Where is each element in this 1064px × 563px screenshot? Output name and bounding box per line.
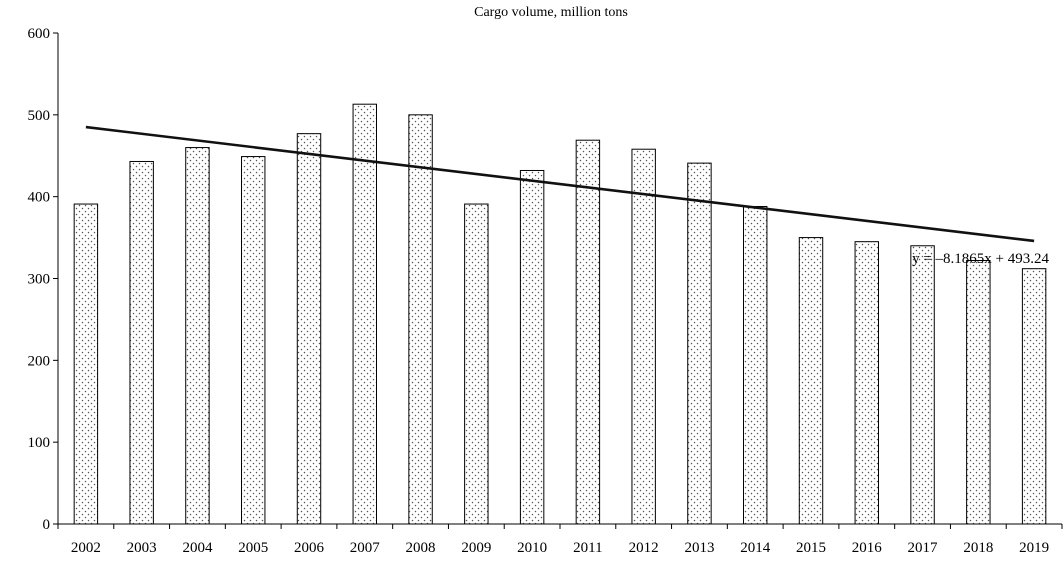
bar-2008 xyxy=(408,114,433,525)
y-tick-label: 100 xyxy=(28,435,51,451)
x-tick-label: 2002 xyxy=(71,540,101,556)
x-tick-label: 2006 xyxy=(294,540,325,556)
y-axis: 0 100 200 300 400 500 600 xyxy=(28,26,59,533)
bar-2006 xyxy=(296,133,322,525)
x-tick-label: 2007 xyxy=(350,540,381,556)
x-tick-label: 2008 xyxy=(406,540,436,556)
x-tick-label: 2005 xyxy=(238,540,268,556)
bar-2017 xyxy=(910,245,935,525)
chart-title: Cargo volume, million tons xyxy=(474,5,628,20)
x-tick-label: 2015 xyxy=(796,540,826,556)
bar-2007 xyxy=(352,103,377,525)
bar-2012 xyxy=(631,148,656,525)
bar-2015 xyxy=(798,237,824,525)
x-tick-label: 2009 xyxy=(461,540,491,556)
y-tick-label: 600 xyxy=(28,26,51,42)
bar-2011 xyxy=(575,139,601,525)
x-axis: 2002 2003 2004 2005 2006 2007 2008 2009 2010 2011… xyxy=(57,523,1063,556)
trendline xyxy=(85,125,1035,243)
x-tick-label: 2011 xyxy=(573,540,602,556)
x-tick-label: 2013 xyxy=(684,540,714,556)
x-tick-label: 2018 xyxy=(963,540,993,556)
x-tick-label: 2014 xyxy=(740,540,771,556)
bars xyxy=(73,103,1047,525)
bar-2016 xyxy=(854,241,879,525)
y-tick-label: 400 xyxy=(28,190,51,206)
bar-2014 xyxy=(743,205,768,525)
x-tick-label: 2010 xyxy=(517,540,547,556)
bar-2018 xyxy=(966,259,991,525)
trendline-group: y = –8.1865x + 493.24 xyxy=(85,125,1049,267)
bar-2005 xyxy=(241,156,266,525)
x-tick-label: 2016 xyxy=(852,540,883,556)
x-tick-label: 2012 xyxy=(629,540,659,556)
bar-2002 xyxy=(73,203,99,525)
y-tick-label: 500 xyxy=(28,108,51,124)
x-tick-label: 2003 xyxy=(127,540,157,556)
y-tick-label: 300 xyxy=(28,272,51,288)
x-tick-label: 2004 xyxy=(182,540,213,556)
bar-2009 xyxy=(464,203,489,525)
bar-2019 xyxy=(1021,268,1047,525)
x-tick-label: 2017 xyxy=(908,540,939,556)
x-tick-label: 2019 xyxy=(1019,540,1049,556)
y-tick-label: 200 xyxy=(28,353,51,369)
trendline-equation: y = –8.1865x + 493.24 xyxy=(912,251,1049,267)
bar-2003 xyxy=(129,160,154,525)
bar-2010 xyxy=(519,169,545,525)
bar-2004 xyxy=(185,147,210,525)
y-tick-label: 0 xyxy=(43,517,51,533)
bar-2013 xyxy=(687,162,712,525)
